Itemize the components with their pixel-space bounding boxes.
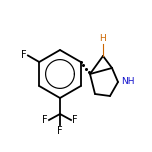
Text: H: H (100, 34, 106, 43)
Text: F: F (42, 115, 48, 125)
Text: F: F (72, 115, 78, 125)
Text: F: F (21, 50, 27, 60)
Text: F: F (57, 126, 63, 136)
Text: NH: NH (121, 78, 135, 86)
